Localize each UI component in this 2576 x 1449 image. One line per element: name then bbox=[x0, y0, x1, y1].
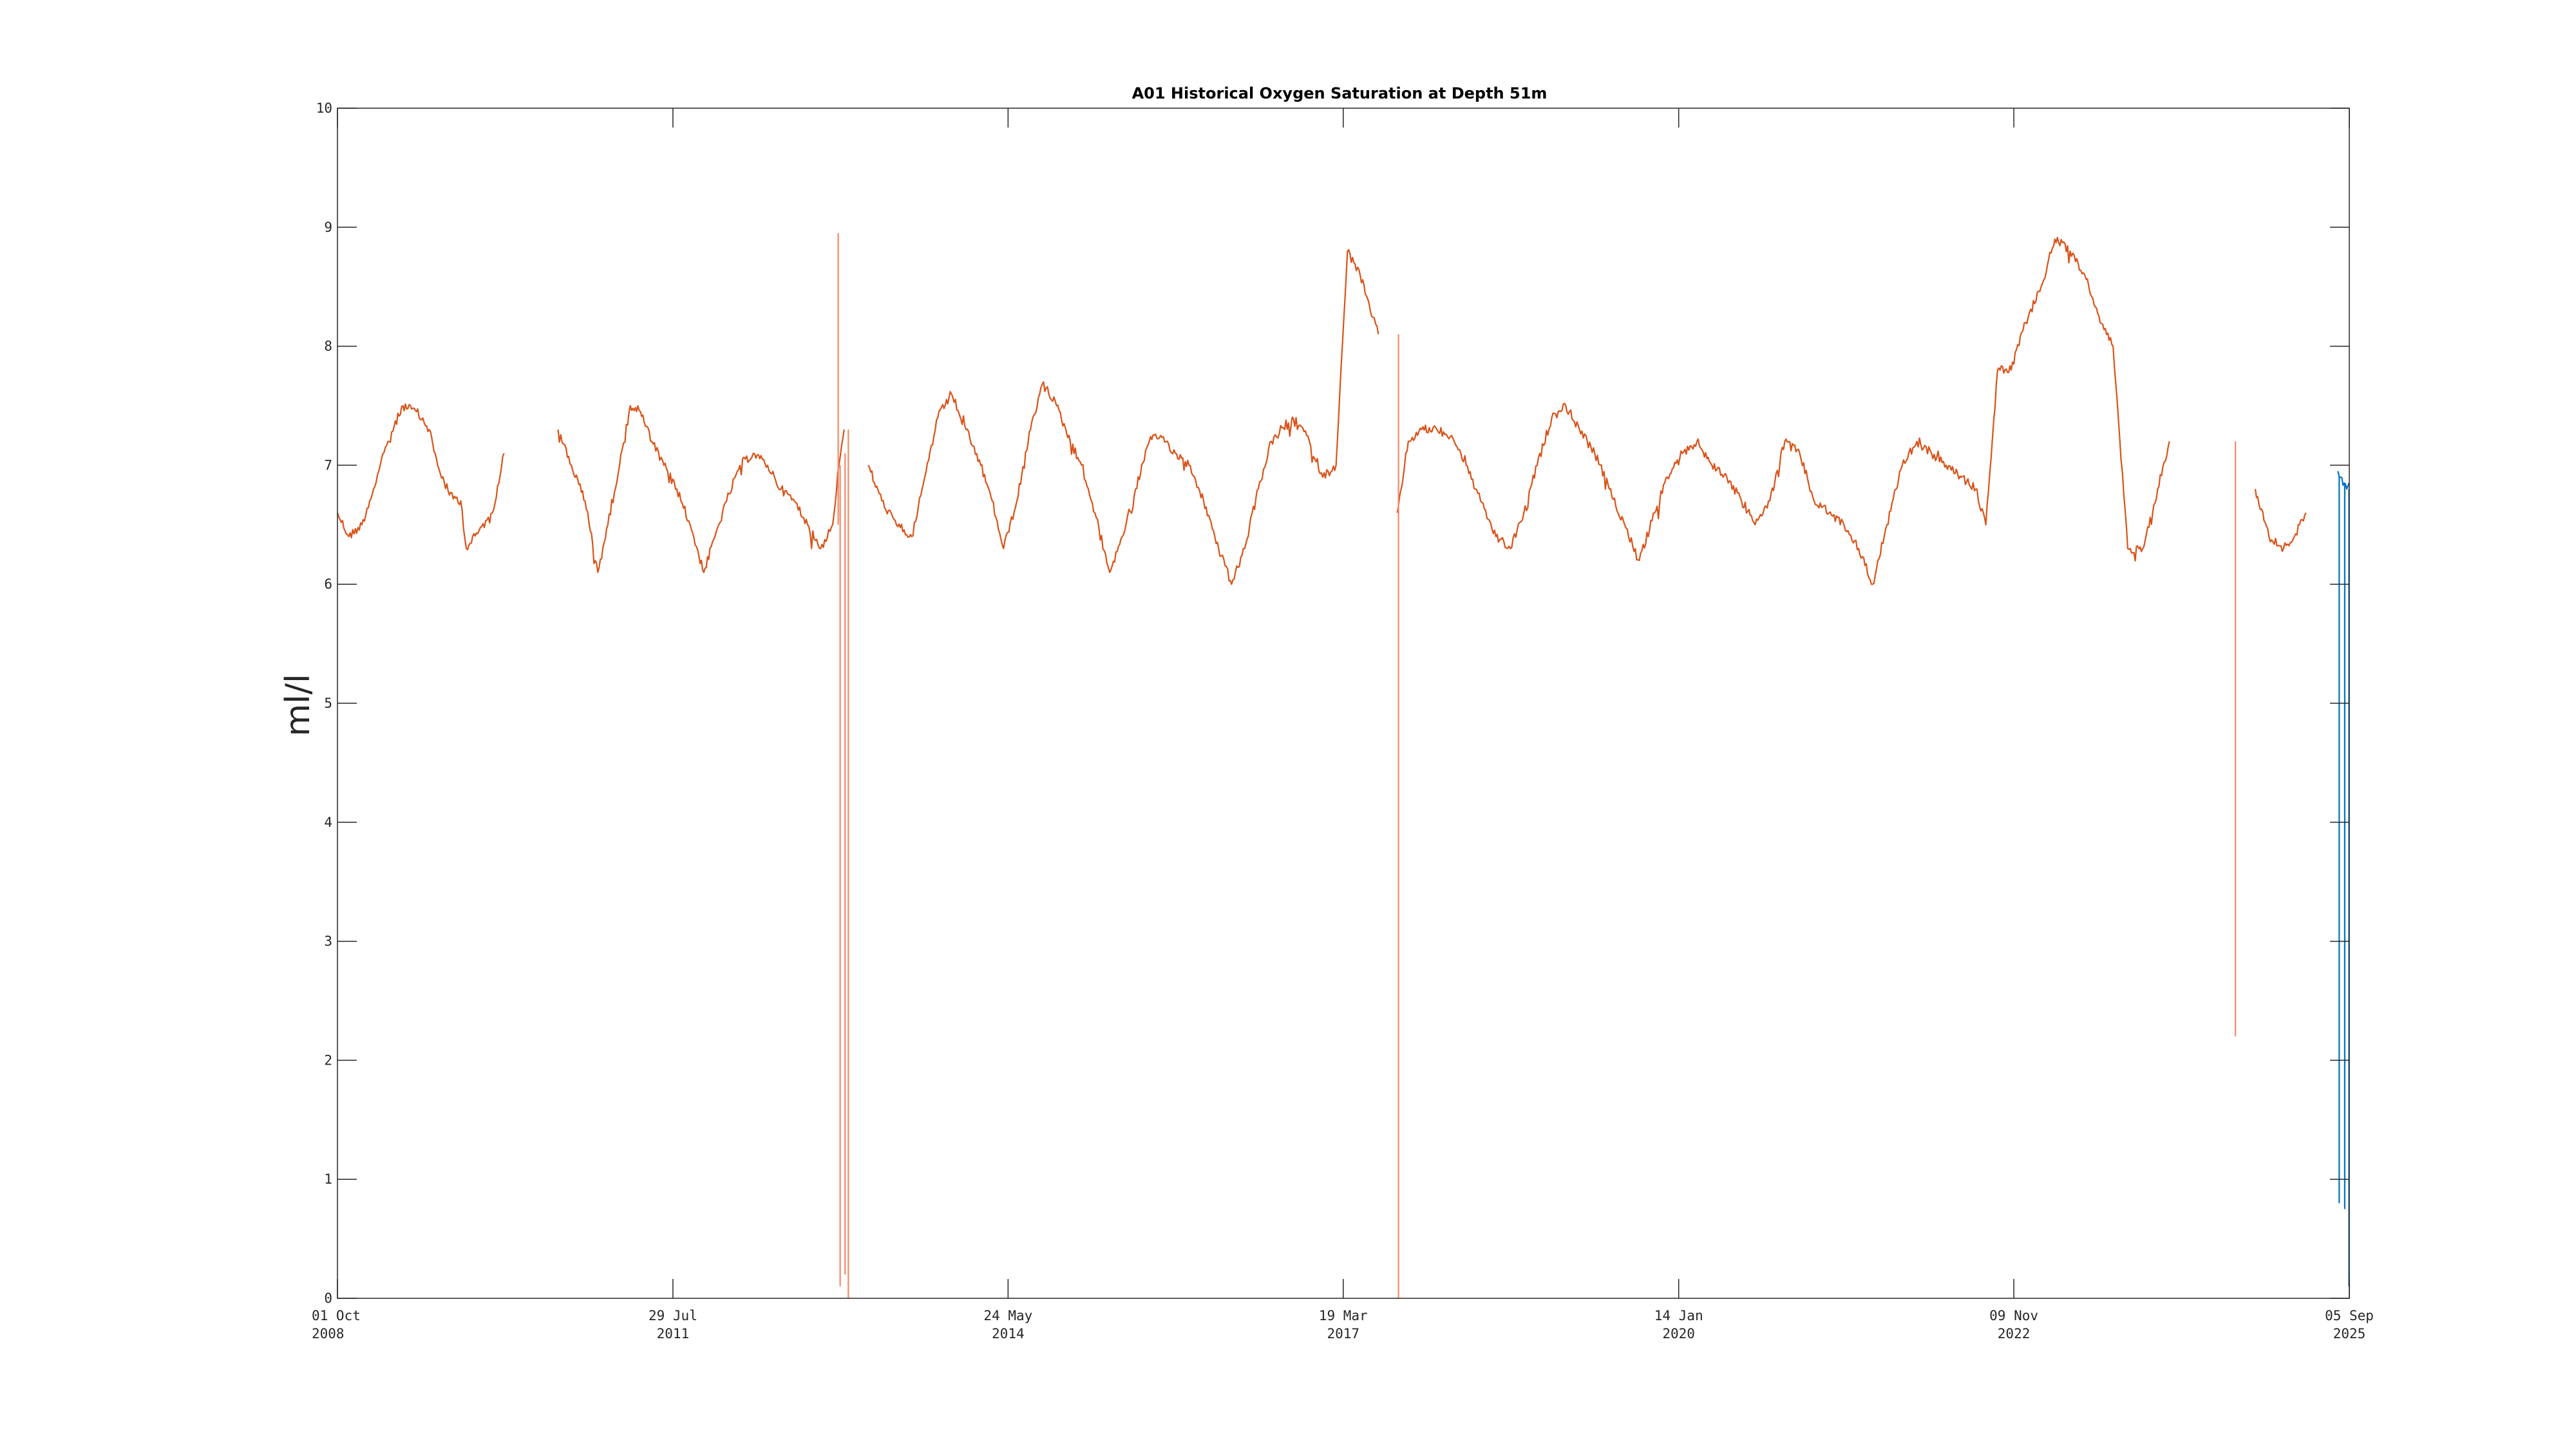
y-tick-label-6: 6 bbox=[324, 576, 332, 592]
series-historical-line-3 bbox=[1396, 236, 2170, 585]
y-tick-label-2: 2 bbox=[324, 1052, 332, 1068]
x-tick-label-6-line2: 2025 bbox=[2333, 1326, 2366, 1341]
x-tick-label-4-line2: 2020 bbox=[1662, 1326, 1695, 1341]
y-tick-label-8: 8 bbox=[324, 339, 332, 354]
y-tick-label-0: 0 bbox=[324, 1291, 332, 1306]
series-historical-line-0 bbox=[336, 403, 505, 551]
chart-title: A01 Historical Oxygen Saturation at Dept… bbox=[1132, 84, 1548, 102]
axes-layer: 0 1 2 3 4 5 6 7 8 9 10 01 Oct 2008 29 Jul 2011 24 May 20… bbox=[312, 100, 2374, 1341]
x-tick-label-5-line1: 09 Nov bbox=[1989, 1308, 2038, 1323]
x-tick-label-1-line1: 29 Jul bbox=[649, 1308, 697, 1323]
series-historical-line-1 bbox=[557, 404, 845, 573]
x-tick-label-1-line2: 2011 bbox=[657, 1326, 690, 1341]
series-historical-line-2 bbox=[867, 249, 1379, 585]
y-tick-label-1: 1 bbox=[324, 1171, 332, 1187]
y-axis-label: ml/l bbox=[279, 674, 317, 736]
series-recent-line-0 bbox=[2337, 471, 2350, 490]
y-tick-label-3: 3 bbox=[324, 934, 332, 949]
y-tick-label-7: 7 bbox=[324, 457, 332, 473]
x-tick-label-3-line2: 2017 bbox=[1327, 1326, 1359, 1341]
series-historical-line-4 bbox=[2254, 489, 2307, 553]
x-tick-label-2-line1: 24 May bbox=[983, 1308, 1032, 1323]
series-layer bbox=[336, 233, 2350, 1298]
y-tick-label-9: 9 bbox=[324, 220, 332, 235]
x-tick-label-3-line1: 19 Mar bbox=[1319, 1308, 1368, 1323]
x-tick-label-0-line1: 01 Oct bbox=[312, 1308, 361, 1323]
x-tick-label-6-line1: 05 Sep bbox=[2325, 1308, 2374, 1323]
x-tick-label-5-line2: 2022 bbox=[1998, 1326, 2031, 1341]
x-tick-label-2-line2: 2014 bbox=[992, 1326, 1025, 1341]
y-tick-label-5: 5 bbox=[324, 696, 332, 711]
series-historical bbox=[336, 233, 2307, 1298]
x-tick-label-0-line2: 2008 bbox=[312, 1326, 345, 1341]
y-tick-label-10: 10 bbox=[316, 100, 332, 116]
x-tick-label-4-line1: 14 Jan bbox=[1654, 1308, 1703, 1323]
y-tick-label-4: 4 bbox=[324, 815, 332, 830]
